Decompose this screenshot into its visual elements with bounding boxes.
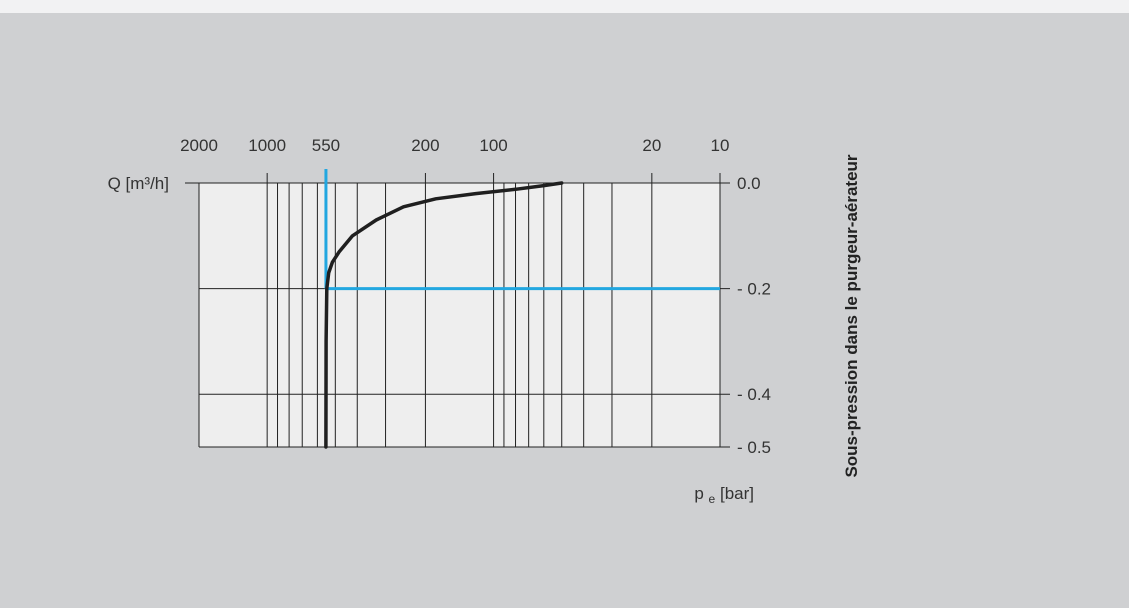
x-axis-title-rest: [bar] [720,484,754,503]
x-tick-label: 550 [312,136,340,155]
minor-gridlines [277,183,613,447]
y-tick-labels: 0.0 - 0.2 - 0.4 - 0.5 [737,174,771,457]
x-tick-labels: 2000 1000 550 200 100 20 10 [180,136,729,155]
x-axis-title-sub: e [709,492,716,506]
curve-group [324,181,564,449]
x-axis-title: p e [bar] [694,484,754,507]
right-axis-title: Sous-pression dans le purgeur-aérateur [842,154,861,477]
left-axis-title: Q [m³/h] [108,174,169,193]
major-gridlines [185,173,730,448]
x-tick-label: 1000 [248,136,286,155]
x-axis-title-main: p [694,484,703,503]
y-tick-label: - 0.4 [737,385,771,404]
x-tick-label: 10 [711,136,730,155]
x-tick-label: 200 [411,136,439,155]
x-tick-label: 20 [642,136,661,155]
x-tick-label: 2000 [180,136,218,155]
pressure-curve [324,181,564,449]
x-tick-label: 100 [479,136,507,155]
y-tick-label: 0.0 [737,174,761,193]
highlight-lines [324,169,720,291]
y-tick-label: - 0.2 [737,280,771,299]
y-tick-label: - 0.5 [737,438,771,457]
plot-area [199,183,720,447]
